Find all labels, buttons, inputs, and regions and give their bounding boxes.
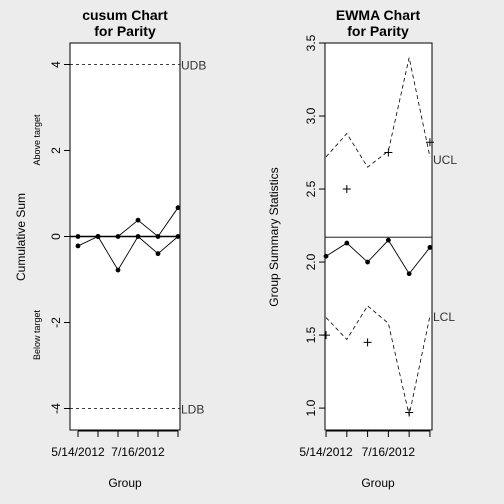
ewma-x-axis-label: Group	[361, 476, 395, 490]
cusum-point	[75, 234, 81, 239]
ewma-x-axis: 5/14/2012 7/16/2012	[299, 430, 431, 459]
group-statistic-marker	[342, 185, 351, 194]
x-tick-label: 5/14/2012	[299, 445, 353, 459]
ewma-point	[385, 237, 391, 243]
y-tick-label: 2.5	[304, 180, 318, 197]
ewma-lcl-label: LCL	[433, 310, 455, 324]
ewma-title-line-2: for Parity	[347, 23, 409, 39]
cusum-series-line	[77, 235, 179, 271]
cusum-ldb-label: LDB	[181, 403, 204, 417]
y-tick-label: 3.5	[304, 34, 318, 51]
group-statistic-marker	[384, 148, 393, 157]
y-tick-label: 0	[49, 233, 63, 240]
cusum-point	[175, 205, 181, 211]
ewma-plot-area	[324, 42, 433, 431]
cusum-x-axis-label: Group	[108, 476, 142, 490]
ewma-line	[325, 239, 431, 275]
cusum-title-line-2: for Parity	[94, 23, 156, 39]
cusum-point	[75, 243, 81, 249]
cusum-point	[135, 217, 141, 223]
cusum-y-axis-label: Cumulative Sum	[14, 193, 28, 281]
cusum-point	[155, 234, 161, 239]
group-statistic-marker	[363, 338, 372, 347]
x-tick-label: 7/16/2012	[362, 445, 416, 459]
cusum-point	[175, 234, 181, 239]
ewma-point	[406, 271, 412, 277]
ewma-point	[365, 259, 370, 265]
ewma-y-axis-label: Group Summary Statistics	[267, 167, 281, 306]
x-tick-label: 5/14/2012	[51, 445, 105, 459]
cusum-series-line	[78, 207, 179, 238]
cusum-above-target-label: Above target	[32, 114, 42, 166]
y-tick-label: 3.0	[304, 107, 318, 124]
cusum-point	[115, 267, 121, 273]
cusum-title-line-1: cusum Chart	[82, 7, 168, 23]
ewma-ucl-label: UCL	[433, 153, 457, 167]
cusum-point	[155, 251, 161, 257]
y-tick-label: 2.0	[304, 253, 318, 270]
y-tick-label: 4	[49, 61, 63, 68]
ewma-y-axis: 1.0 1.5 2.0 2.5 3.0 3.5	[304, 34, 326, 416]
ewma-point	[323, 253, 329, 259]
cusum-x-axis: 5/14/2012 7/16/2012	[51, 430, 179, 459]
cusum-below-target-label: Below target	[32, 309, 42, 360]
group-statistic-marker	[425, 138, 434, 147]
y-tick-label: 1.5	[304, 326, 318, 343]
ewma-chart: EWMA Chart for Parity 1.0 1.5 2.0 2.5 3.0 3.5…	[267, 7, 457, 490]
group-statistic-marker	[405, 408, 414, 417]
y-tick-label: -4	[49, 403, 63, 414]
group-statistic-marker	[322, 331, 331, 340]
ewma-point	[427, 245, 433, 250]
y-tick-label: 1.0	[304, 399, 318, 416]
y-tick-label: -2	[49, 317, 63, 328]
cusum-point	[95, 234, 101, 239]
cusum-plot	[70, 64, 181, 409]
cusum-udb-label: UDB	[181, 59, 206, 73]
ewma-point	[344, 240, 350, 246]
cusum-point	[115, 234, 121, 239]
x-tick-label: 7/16/2012	[111, 445, 165, 459]
cusum-point	[135, 234, 141, 239]
ewma-plot	[322, 57, 434, 417]
y-tick-label: 2	[49, 147, 63, 154]
cusum-chart: cusum Chart for Parity -4 -2 0 2 4 5/14/2012…	[14, 7, 206, 490]
ewma-title-line-1: EWMA Chart	[336, 7, 421, 23]
